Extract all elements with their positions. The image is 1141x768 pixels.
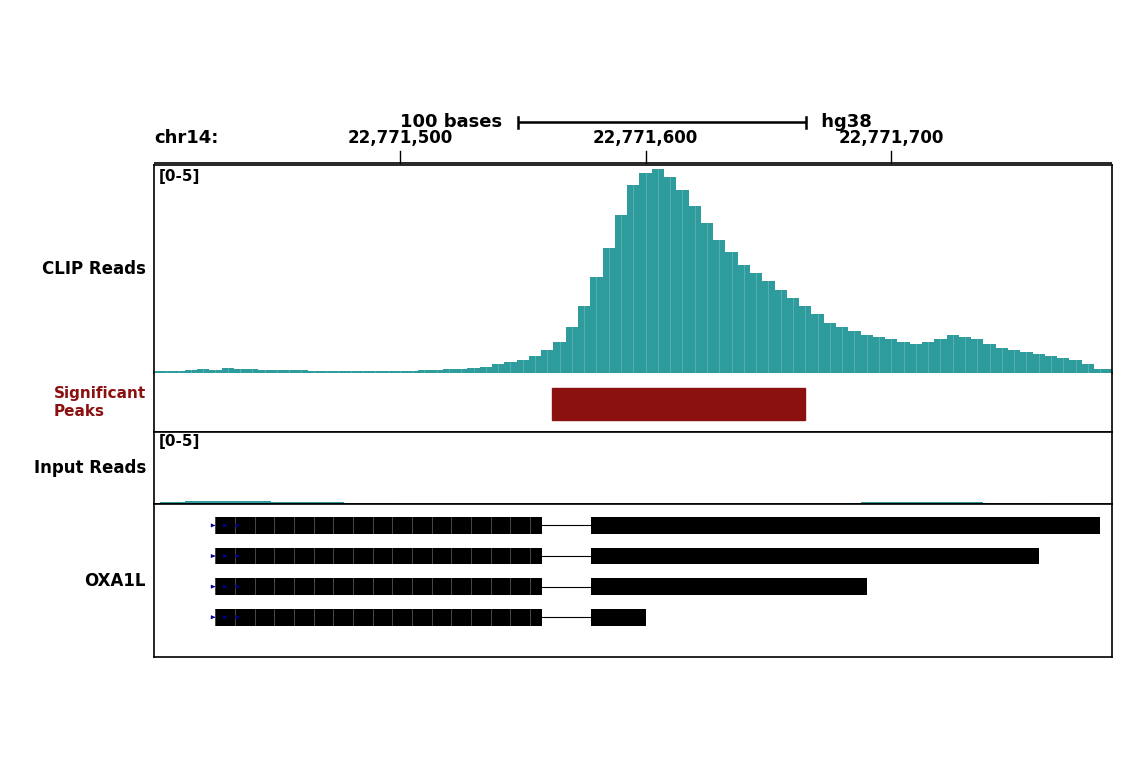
Bar (216, 578, 542, 595)
Bar (216, 517, 542, 534)
Text: Input Reads: Input Reads (34, 459, 146, 477)
Bar (216, 548, 542, 564)
Text: 22,771,700: 22,771,700 (839, 129, 944, 147)
Text: CLIP Reads: CLIP Reads (42, 260, 146, 278)
Bar (591, 578, 867, 595)
Text: OXA1L: OXA1L (84, 571, 146, 590)
Bar (591, 517, 1100, 534)
Bar (591, 609, 646, 626)
Text: 22,771,600: 22,771,600 (593, 129, 698, 147)
Text: hg38: hg38 (816, 114, 872, 131)
Text: 22,771,500: 22,771,500 (347, 129, 453, 147)
Text: [0-5]: [0-5] (159, 169, 200, 184)
Text: Significant
Peaks: Significant Peaks (54, 386, 146, 419)
Text: chr14:: chr14: (154, 129, 218, 147)
Bar (552, 388, 806, 420)
Bar (216, 609, 542, 626)
Bar (591, 548, 1038, 564)
Text: 100 bases: 100 bases (400, 114, 509, 131)
Text: [0-5]: [0-5] (159, 434, 200, 449)
